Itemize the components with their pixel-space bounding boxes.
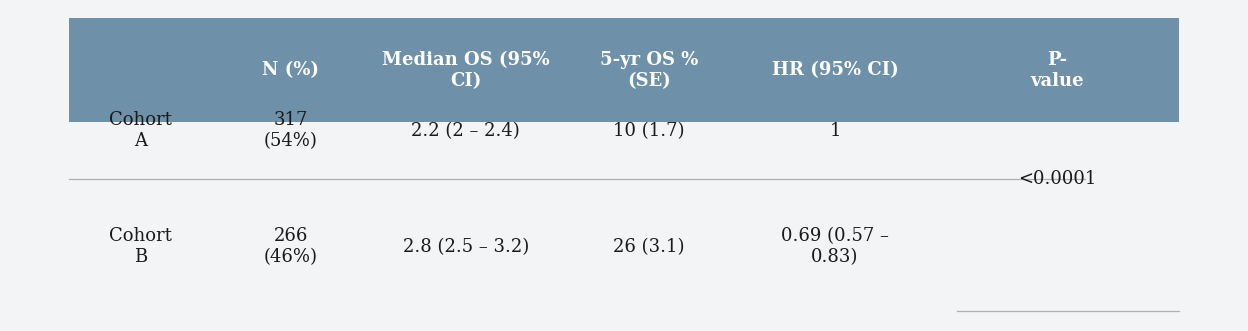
Text: Median OS (95%
CI): Median OS (95% CI) bbox=[382, 51, 549, 90]
Text: 317
(54%): 317 (54%) bbox=[263, 111, 318, 150]
Text: 26 (3.1): 26 (3.1) bbox=[613, 238, 685, 256]
Text: 5-yr OS %
(SE): 5-yr OS % (SE) bbox=[600, 51, 698, 90]
Text: HR (95% CI): HR (95% CI) bbox=[771, 61, 899, 79]
Text: 2.8 (2.5 – 3.2): 2.8 (2.5 – 3.2) bbox=[403, 238, 529, 256]
FancyBboxPatch shape bbox=[69, 18, 1179, 122]
Text: N (%): N (%) bbox=[262, 61, 319, 79]
Text: Cohort
A: Cohort A bbox=[110, 111, 172, 150]
Text: 266
(46%): 266 (46%) bbox=[263, 227, 318, 266]
Text: 1: 1 bbox=[829, 122, 841, 140]
Text: 10 (1.7): 10 (1.7) bbox=[613, 122, 685, 140]
Text: Cohort
B: Cohort B bbox=[110, 227, 172, 266]
Text: P-
value: P- value bbox=[1031, 51, 1085, 90]
Text: <0.0001: <0.0001 bbox=[1018, 170, 1097, 188]
Text: 2.2 (2 – 2.4): 2.2 (2 – 2.4) bbox=[412, 122, 520, 140]
Text: 0.69 (0.57 –
0.83): 0.69 (0.57 – 0.83) bbox=[781, 227, 889, 266]
